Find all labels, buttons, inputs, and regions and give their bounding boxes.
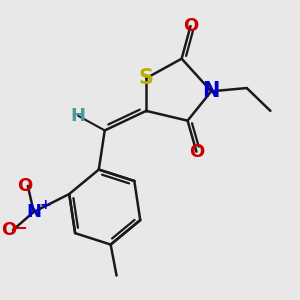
Text: H: H — [70, 107, 86, 125]
Text: S: S — [139, 68, 154, 88]
Text: O: O — [183, 17, 198, 35]
Text: N: N — [202, 81, 220, 101]
Text: −: − — [14, 218, 27, 236]
Text: N: N — [26, 203, 41, 221]
Text: O: O — [16, 177, 32, 195]
Text: O: O — [1, 221, 16, 239]
Text: O: O — [189, 142, 204, 160]
Text: +: + — [39, 198, 51, 212]
